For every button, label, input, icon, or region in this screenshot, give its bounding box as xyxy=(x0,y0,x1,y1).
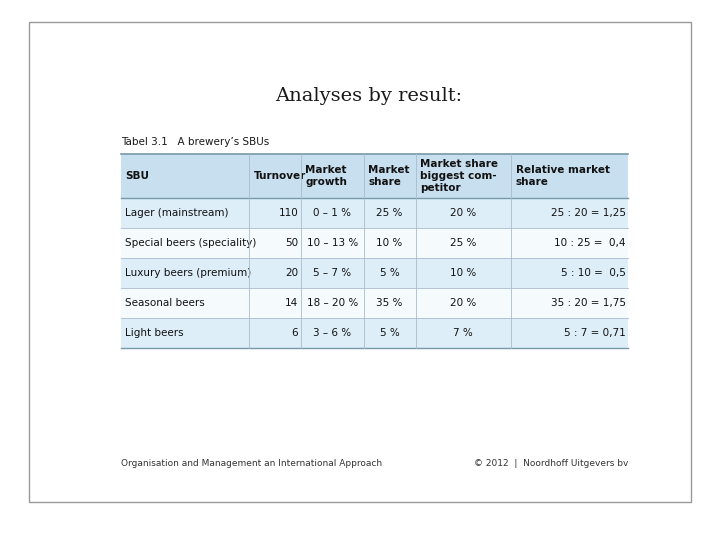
Text: 5 : 7 = 0,71: 5 : 7 = 0,71 xyxy=(564,328,626,338)
Text: SBU: SBU xyxy=(125,171,149,181)
Text: 10 : 25 =  0,4: 10 : 25 = 0,4 xyxy=(554,238,626,248)
Text: 0 – 1 %: 0 – 1 % xyxy=(313,208,351,218)
Text: 18 – 20 %: 18 – 20 % xyxy=(307,298,358,308)
Text: 10 %: 10 % xyxy=(377,238,402,248)
Text: Market share
biggest com-
petitor: Market share biggest com- petitor xyxy=(420,159,498,193)
Bar xyxy=(121,198,629,228)
Text: 5 %: 5 % xyxy=(379,328,400,338)
Text: Turnover: Turnover xyxy=(253,171,306,181)
Bar xyxy=(121,258,629,288)
Text: 14: 14 xyxy=(285,298,298,308)
Text: 35 : 20 = 1,75: 35 : 20 = 1,75 xyxy=(551,298,626,308)
Text: 110: 110 xyxy=(279,208,298,218)
Text: Luxury beers (premium): Luxury beers (premium) xyxy=(125,268,251,278)
Text: 5 – 7 %: 5 – 7 % xyxy=(313,268,351,278)
Text: 5 %: 5 % xyxy=(379,268,400,278)
Text: 6: 6 xyxy=(292,328,298,338)
Bar xyxy=(121,318,629,348)
Bar xyxy=(121,228,629,258)
Text: Light beers: Light beers xyxy=(125,328,184,338)
Text: 10 %: 10 % xyxy=(450,268,477,278)
Text: 20 %: 20 % xyxy=(450,298,477,308)
Text: Relative market
share: Relative market share xyxy=(516,165,610,187)
Text: © 2012  |  Noordhoff Uitgevers bv: © 2012 | Noordhoff Uitgevers bv xyxy=(474,460,629,469)
Text: Tabel 3.1   A brewery’s SBUs: Tabel 3.1 A brewery’s SBUs xyxy=(121,137,269,147)
Text: 3 – 6 %: 3 – 6 % xyxy=(313,328,351,338)
Text: 5 : 10 =  0,5: 5 : 10 = 0,5 xyxy=(561,268,626,278)
Text: Special beers (speciality): Special beers (speciality) xyxy=(125,238,256,248)
Text: Organisation and Management an International Approach: Organisation and Management an Internati… xyxy=(121,460,382,469)
Text: Analyses by result:: Analyses by result: xyxy=(276,87,462,105)
Text: 7 %: 7 % xyxy=(454,328,473,338)
Text: Lager (mainstream): Lager (mainstream) xyxy=(125,208,229,218)
Bar xyxy=(121,288,629,318)
Bar xyxy=(121,154,629,198)
Text: 25 %: 25 % xyxy=(450,238,477,248)
Text: 25 : 20 = 1,25: 25 : 20 = 1,25 xyxy=(551,208,626,218)
Text: 50: 50 xyxy=(285,238,298,248)
Text: Market
share: Market share xyxy=(368,165,410,187)
Text: 20 %: 20 % xyxy=(450,208,477,218)
Text: 20: 20 xyxy=(285,268,298,278)
Text: 25 %: 25 % xyxy=(377,208,402,218)
Text: 35 %: 35 % xyxy=(377,298,402,308)
Text: Market
growth: Market growth xyxy=(305,165,347,187)
Text: Seasonal beers: Seasonal beers xyxy=(125,298,205,308)
Text: 10 – 13 %: 10 – 13 % xyxy=(307,238,358,248)
